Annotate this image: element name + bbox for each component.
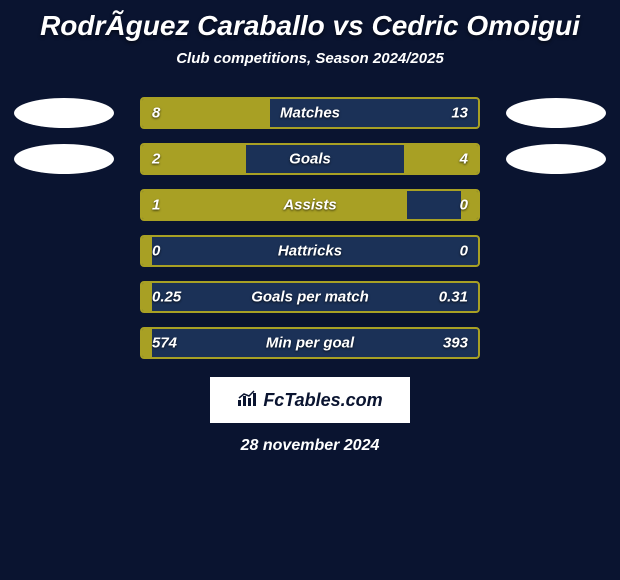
chart-icon xyxy=(237,390,257,411)
site-logo: FcTables.com xyxy=(210,377,410,423)
player-left-marker xyxy=(14,236,114,266)
stat-row: 0 0 Hattricks xyxy=(0,235,620,267)
player-right-marker xyxy=(506,190,606,220)
player-left-marker xyxy=(14,190,114,220)
fill-left xyxy=(142,191,407,219)
value-left: 0 xyxy=(152,243,160,260)
value-right: 13 xyxy=(451,105,468,122)
stat-bar: 0 0 Hattricks xyxy=(140,235,480,267)
player-left-marker xyxy=(14,144,114,174)
value-left: 574 xyxy=(152,335,177,352)
player-right-marker xyxy=(506,282,606,312)
player-left-marker xyxy=(14,98,114,128)
stat-bar: 1 0 Assists xyxy=(140,189,480,221)
fill-left xyxy=(142,99,270,127)
fill-left xyxy=(142,329,152,357)
player-right-marker xyxy=(506,98,606,128)
stat-row: 2 4 Goals xyxy=(0,143,620,175)
stat-row: 8 13 Matches xyxy=(0,97,620,129)
stat-label: Goals per match xyxy=(251,289,369,306)
stat-label: Matches xyxy=(280,105,340,122)
page-title: RodrÃ­guez Caraballo vs Cedric Omoigui xyxy=(0,10,620,42)
comparison-infographic: RodrÃ­guez Caraballo vs Cedric Omoigui C… xyxy=(0,0,620,465)
player-right-marker xyxy=(506,328,606,358)
logo-text: FcTables.com xyxy=(263,390,382,411)
stat-bar: 574 393 Min per goal xyxy=(140,327,480,359)
stat-label: Min per goal xyxy=(266,335,354,352)
value-right: 0 xyxy=(460,197,468,214)
player-left-marker xyxy=(14,328,114,358)
footer-date: 28 november 2024 xyxy=(0,437,620,455)
value-left: 1 xyxy=(152,197,160,214)
value-right: 0 xyxy=(460,243,468,260)
stat-label: Hattricks xyxy=(278,243,342,260)
value-left: 8 xyxy=(152,105,160,122)
fill-left xyxy=(142,237,152,265)
stat-row: 0.25 0.31 Goals per match xyxy=(0,281,620,313)
value-left: 0.25 xyxy=(152,289,181,306)
stats-rows: 8 13 Matches 2 4 Goals 1 0 Assists 0 0 Hattricks 0.2… xyxy=(0,97,620,359)
stat-label: Goals xyxy=(289,151,331,168)
value-right: 4 xyxy=(460,151,468,168)
subtitle: Club competitions, Season 2024/2025 xyxy=(0,50,620,67)
stat-row: 574 393 Min per goal xyxy=(0,327,620,359)
stat-row: 1 0 Assists xyxy=(0,189,620,221)
value-right: 0.31 xyxy=(439,289,468,306)
value-left: 2 xyxy=(152,151,160,168)
value-right: 393 xyxy=(443,335,468,352)
player-right-marker xyxy=(506,236,606,266)
stat-bar: 0.25 0.31 Goals per match xyxy=(140,281,480,313)
player-right-marker xyxy=(506,144,606,174)
stat-bar: 2 4 Goals xyxy=(140,143,480,175)
stat-label: Assists xyxy=(283,197,336,214)
player-left-marker xyxy=(14,282,114,312)
stat-bar: 8 13 Matches xyxy=(140,97,480,129)
fill-left xyxy=(142,283,152,311)
